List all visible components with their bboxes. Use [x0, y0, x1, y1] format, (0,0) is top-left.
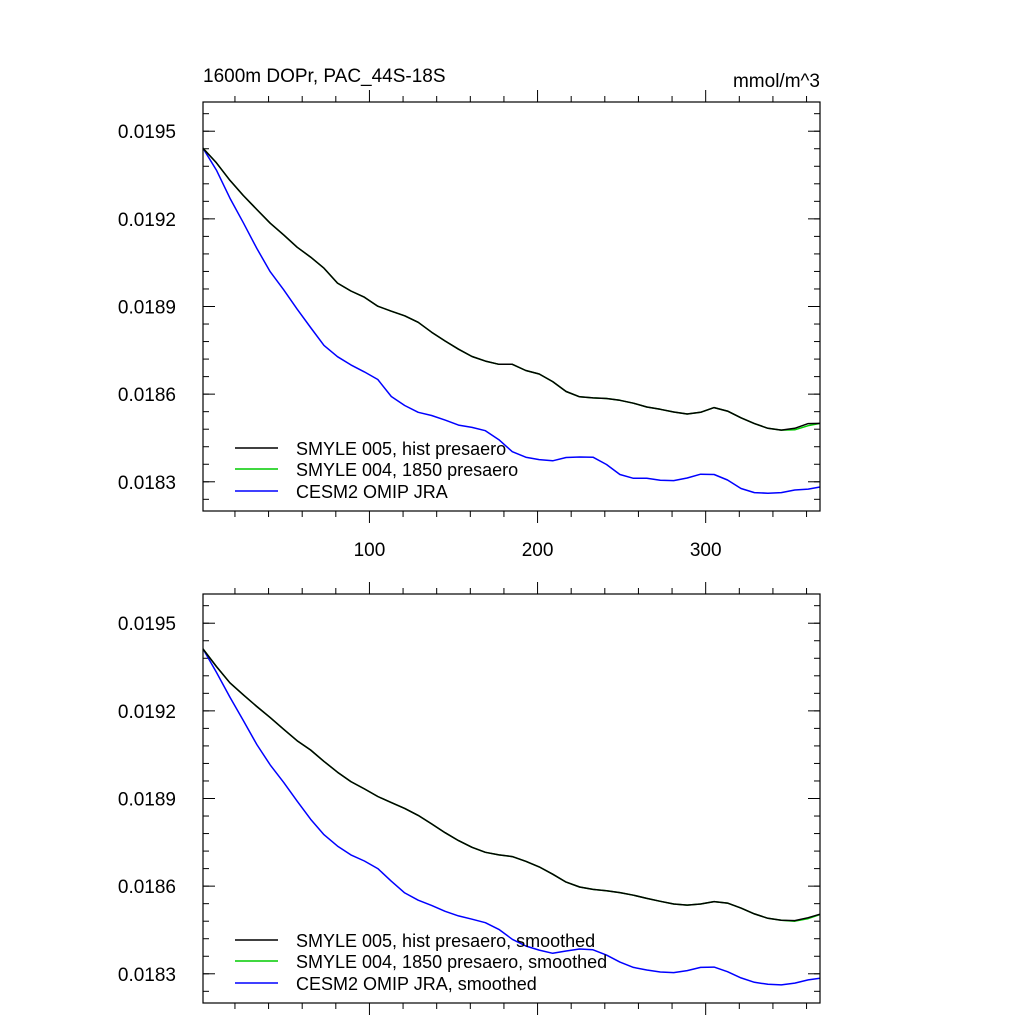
units-label: mmol/m^3: [733, 71, 820, 92]
legend-label-smyle-005-smoothed: SMYLE 005, hist presaero, smoothed: [296, 931, 595, 951]
series-line-2: [202, 648, 821, 986]
bottom-panel-lines: [202, 648, 821, 986]
series-line-0: [202, 147, 821, 431]
top-panel-legend: SMYLE 005, hist presaero SMYLE 004, 1850…: [235, 439, 518, 502]
x-tick-label: 100: [354, 540, 386, 561]
bottom-panel-legend: SMYLE 005, hist presaero, smoothed SMYLE…: [235, 931, 607, 994]
bottom-panel-axes: 0.0183 0.0186 0.0189 0.0192 0.0195: [118, 582, 820, 1015]
top-panel-lines: [202, 147, 821, 494]
y-tick-label: 0.0195: [118, 122, 176, 143]
bottom-panel: 0.0183 0.0186 0.0189 0.0192 0.0195 SMYLE 005…: [118, 582, 821, 1015]
legend-label-smyle-005: SMYLE 005, hist presaero: [296, 439, 506, 459]
y-tick-label: 0.0183: [118, 473, 176, 494]
y-tick-label: 0.0186: [118, 385, 176, 406]
series-line-2: [202, 147, 821, 494]
top-panel-axes: 0.0183 0.0186 0.0189 0.0192 0.0195 100 200 300: [118, 90, 820, 561]
series-line-0: [202, 648, 821, 922]
series-line-1: [202, 648, 821, 922]
top-panel-frame: [202, 101, 821, 512]
bottom-panel-frame: [202, 593, 821, 1004]
y-tick-label: 0.0192: [118, 210, 176, 231]
legend-label-smyle-004: SMYLE 004, 1850 presaero: [296, 460, 518, 480]
y-tick-label: 0.0186: [118, 877, 176, 898]
legend-label-cesm2: CESM2 OMIP JRA: [296, 482, 448, 502]
legend-label-smyle-004-smoothed: SMYLE 004, 1850 presaero, smoothed: [296, 952, 607, 972]
x-tick-label: 200: [522, 540, 554, 561]
x-tick-label: 300: [690, 540, 722, 561]
y-tick-label: 0.0189: [118, 790, 176, 811]
y-tick-label: 0.0183: [118, 965, 176, 986]
y-tick-label: 0.0192: [118, 702, 176, 723]
chart-title: 1600m DOPr, PAC_44S-18S: [203, 66, 446, 87]
y-tick-label: 0.0189: [118, 298, 176, 319]
legend-label-cesm2-smoothed: CESM2 OMIP JRA, smoothed: [296, 974, 537, 994]
series-line-1: [202, 147, 821, 431]
y-tick-label: 0.0195: [118, 614, 176, 635]
